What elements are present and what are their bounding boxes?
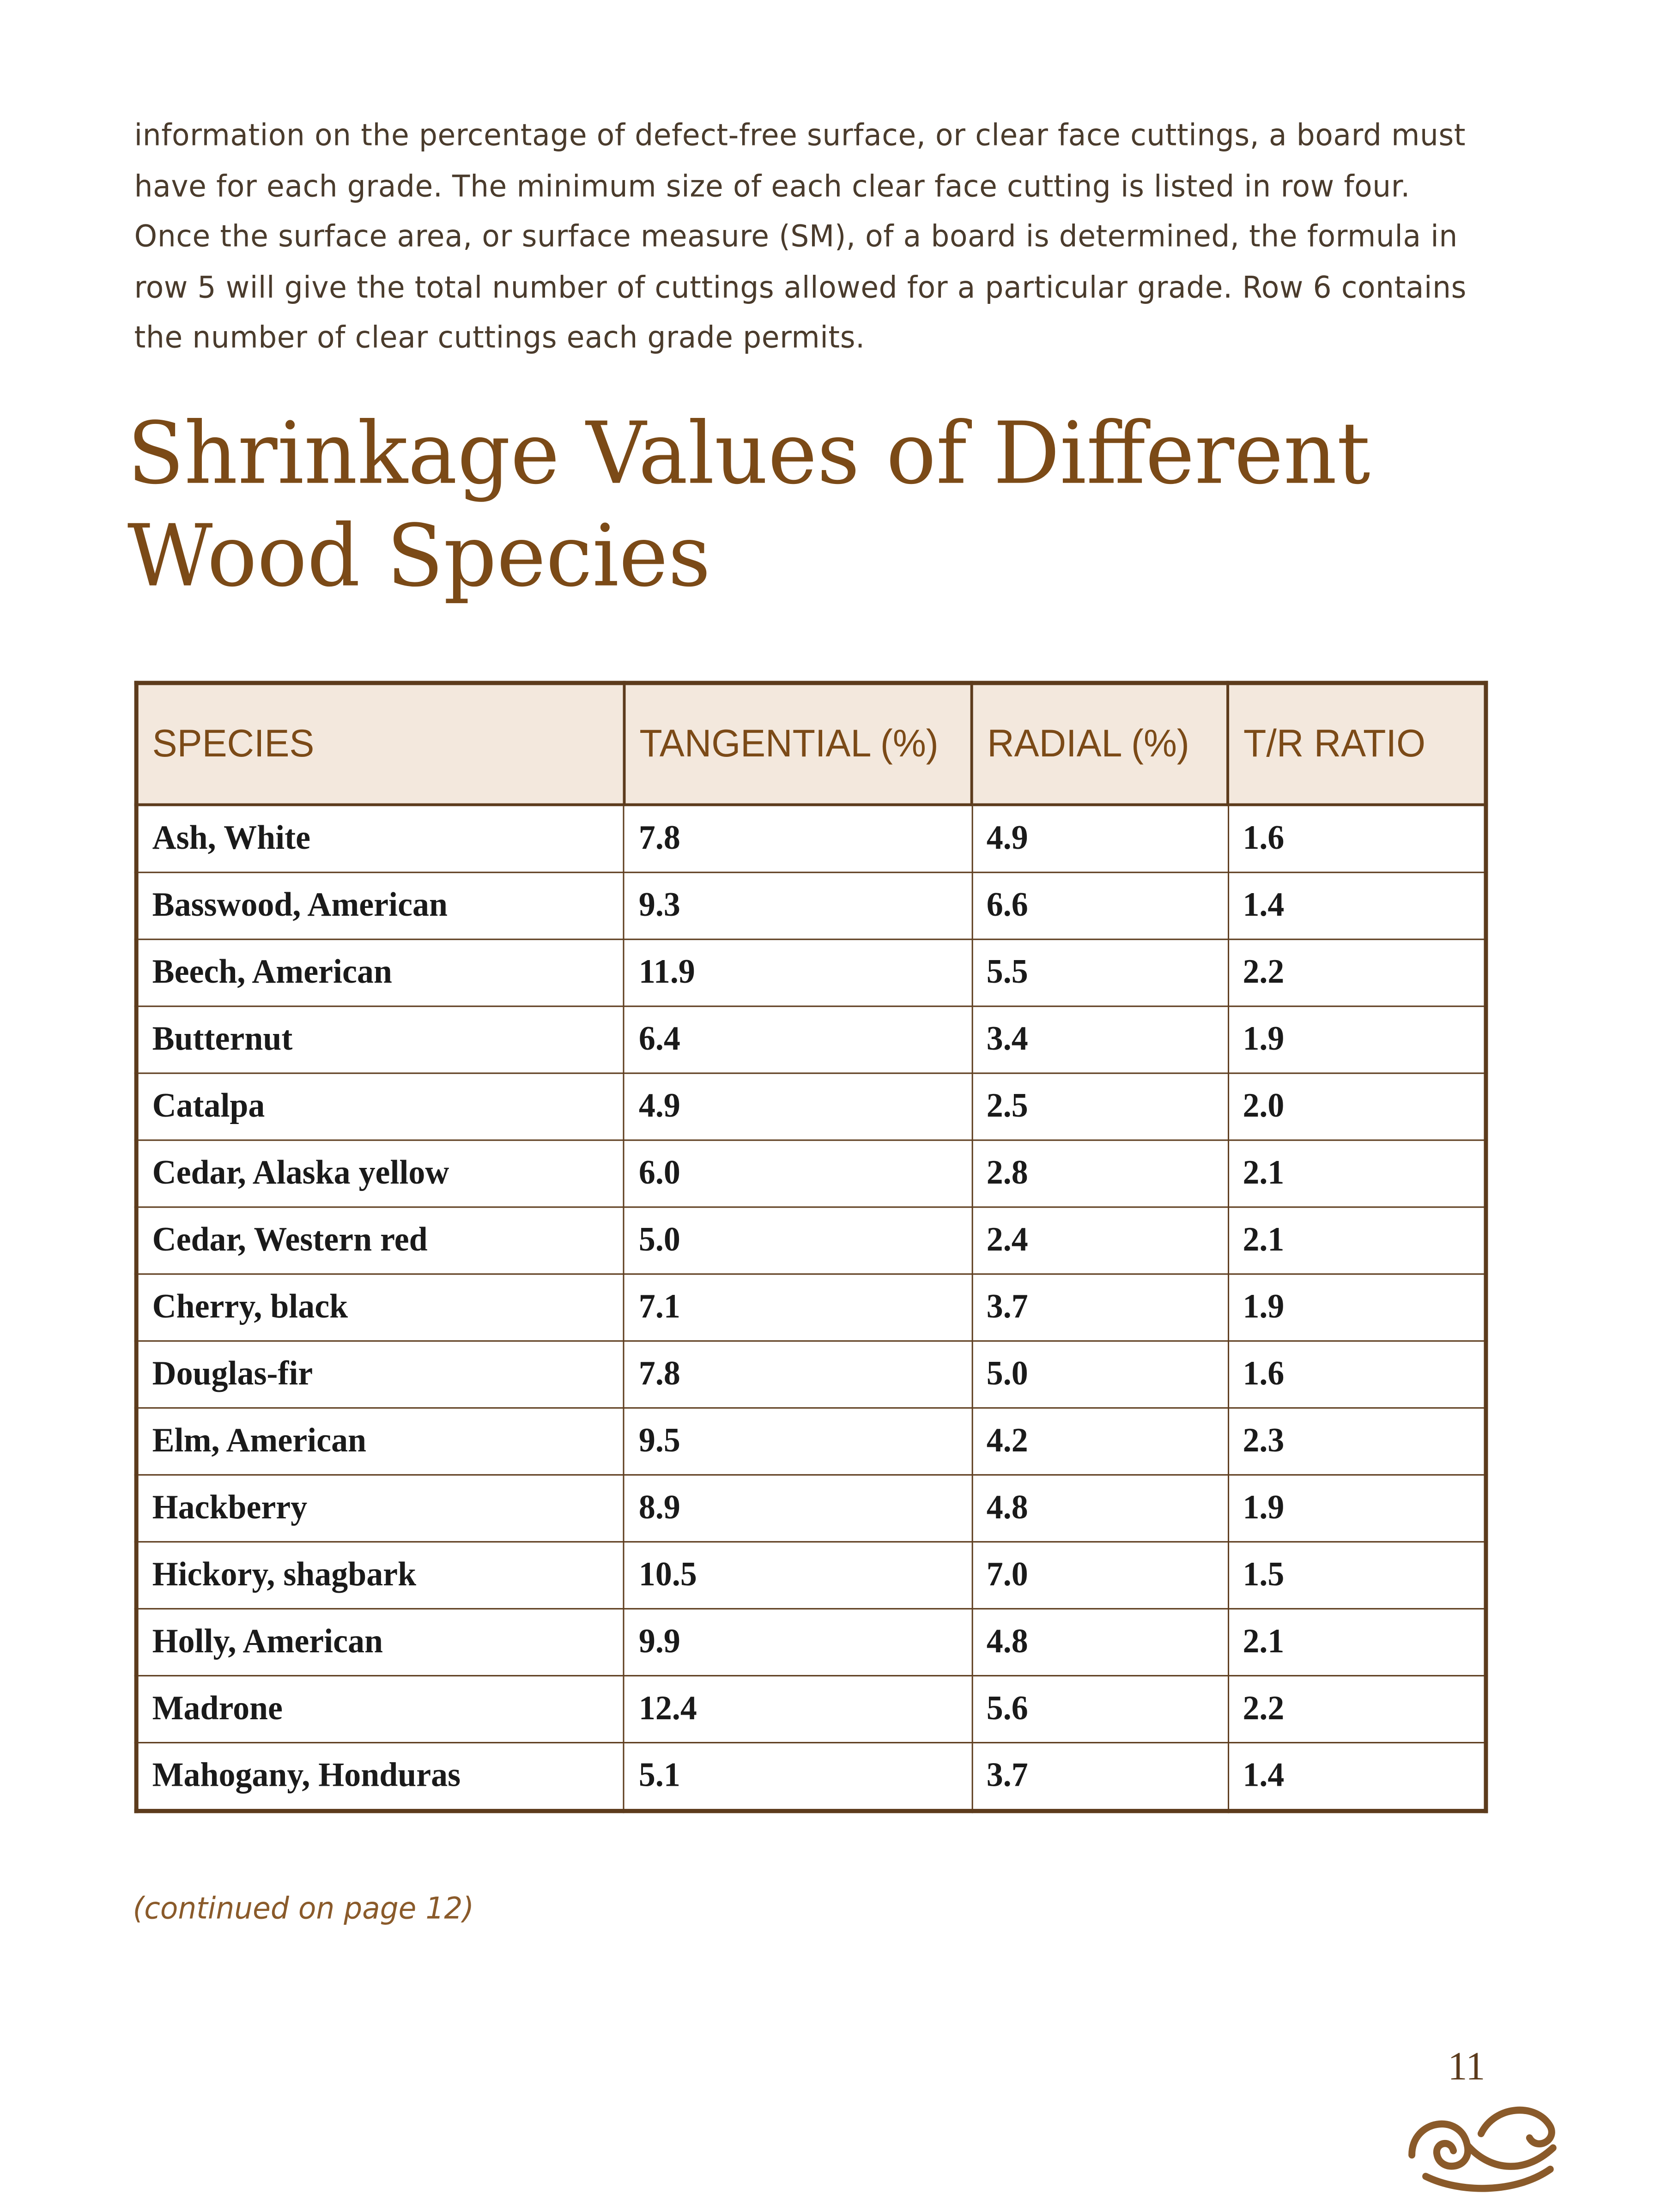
table-cell: 5.0 xyxy=(971,1340,1229,1409)
paragraph-line: row 5 will give the total number of cutt… xyxy=(134,270,1467,304)
table-cell: 2.0 xyxy=(1227,1072,1487,1141)
table-cell: 2.2 xyxy=(1227,1675,1487,1744)
table-cell: 6.6 xyxy=(971,871,1229,940)
table-cell: Beech, American xyxy=(135,938,625,1007)
table-cell: 5.5 xyxy=(971,938,1229,1007)
table-cell: 1.4 xyxy=(1227,871,1487,940)
table-cell: 3.7 xyxy=(971,1742,1229,1812)
table-cell: 2.8 xyxy=(971,1139,1229,1208)
table-row: Cedar, Western red 5.0 2.4 2.1 xyxy=(135,1206,1487,1275)
table-cell: 11.9 xyxy=(623,938,973,1007)
table-cell: Cedar, Alaska yellow xyxy=(135,1139,625,1208)
shrinkage-table: SPECIES TANGENTIAL (%) RADIAL (%) T/R RATIO… xyxy=(134,681,1488,1813)
ornament xyxy=(1408,2106,1557,2192)
table-row: Holly, American 9.9 4.8 2.1 xyxy=(135,1608,1487,1677)
table-cell: 7.8 xyxy=(623,804,973,873)
table-row: Elm, American 9.5 4.2 2.3 xyxy=(135,1407,1487,1476)
table-row: Basswood, American 9.3 6.6 1.4 xyxy=(135,871,1487,940)
table-row: Cedar, Alaska yellow 6.0 2.8 2.1 xyxy=(135,1139,1487,1208)
table-cell: 5.0 xyxy=(623,1206,973,1275)
continued-note: (continued on page 12) xyxy=(133,1891,474,1926)
table-cell: Butternut xyxy=(135,1005,625,1074)
table-cell: 9.3 xyxy=(623,871,973,940)
table-row: Catalpa 4.9 2.5 2.0 xyxy=(135,1072,1487,1141)
header-cell: T/R RATIO xyxy=(1227,681,1487,806)
table-cell: Holly, American xyxy=(135,1608,625,1677)
table-cell: 7.8 xyxy=(623,1340,973,1409)
table-cell: 2.3 xyxy=(1227,1407,1487,1476)
table-cell: 4.8 xyxy=(971,1608,1229,1677)
table-cell: Mahogany, Honduras xyxy=(135,1742,625,1812)
page-number: 11 xyxy=(1448,2045,1485,2090)
title-line: Wood Species xyxy=(127,507,711,607)
table-cell: 7.1 xyxy=(623,1273,973,1342)
table-cell: 2.2 xyxy=(1227,938,1487,1007)
table-row: Butternut 6.4 3.4 1.9 xyxy=(135,1005,1487,1074)
table-cell: Hackberry xyxy=(135,1474,625,1543)
table-row: Beech, American 11.9 5.5 2.2 xyxy=(135,938,1487,1007)
paragraph-line: have for each grade. The minimum size of… xyxy=(134,169,1411,203)
table-row: Mahogany, Honduras 5.1 3.7 1.4 xyxy=(135,1742,1487,1812)
table-cell: Madrone xyxy=(135,1675,625,1744)
table-cell: Basswood, American xyxy=(135,871,625,940)
title-line: Shrinkage Values of Different xyxy=(127,404,1370,504)
table-row: Hackberry 8.9 4.8 1.9 xyxy=(135,1474,1487,1543)
table-cell: 2.5 xyxy=(971,1072,1229,1141)
table-cell: Hickory, shagbark xyxy=(135,1541,625,1610)
section-title: Shrinkage Values of Different Wood Specie… xyxy=(127,403,1370,608)
table-row: Cherry, black 7.1 3.7 1.9 xyxy=(135,1273,1487,1342)
table-cell: Elm, American xyxy=(135,1407,625,1476)
table-cell: 1.9 xyxy=(1227,1474,1487,1543)
header-cell: SPECIES xyxy=(135,681,626,806)
table-cell: 6.4 xyxy=(623,1005,973,1074)
table-cell: 4.8 xyxy=(971,1474,1229,1543)
table-row: Madrone 12.4 5.6 2.2 xyxy=(135,1675,1487,1744)
table-cell: 3.4 xyxy=(971,1005,1229,1074)
table-row: Douglas-fir 7.8 5.0 1.6 xyxy=(135,1340,1487,1409)
table-cell: Cedar, Western red xyxy=(135,1206,625,1275)
table-cell: Ash, White xyxy=(135,804,625,873)
table-cell: 9.9 xyxy=(623,1608,973,1677)
table-cell: 3.7 xyxy=(971,1273,1229,1342)
table-cell: 1.9 xyxy=(1227,1273,1487,1342)
table-cell: 7.0 xyxy=(971,1541,1229,1610)
paragraph-line: Once the surface area, or surface measur… xyxy=(134,219,1458,254)
table-cell: 2.1 xyxy=(1227,1206,1487,1275)
table-cell: 8.9 xyxy=(623,1474,973,1543)
table-row: Hickory, shagbark 10.5 7.0 1.5 xyxy=(135,1541,1487,1610)
table-cell: 12.4 xyxy=(623,1675,973,1744)
paragraph-line: the number of clear cuttings each grade … xyxy=(134,320,865,355)
table-cell: 1.6 xyxy=(1227,1340,1487,1409)
table-cell: 10.5 xyxy=(623,1541,973,1610)
table-cell: 4.9 xyxy=(623,1072,973,1141)
table-cell: 2.1 xyxy=(1227,1139,1487,1208)
table-cell: 9.5 xyxy=(623,1407,973,1476)
table-cell: 1.6 xyxy=(1227,804,1487,873)
table-cell: 4.9 xyxy=(971,804,1229,873)
table-cell: 5.1 xyxy=(623,1742,973,1812)
paragraph-line: information on the percentage of defect-… xyxy=(134,118,1466,153)
header-cell: RADIAL (%) xyxy=(970,681,1230,806)
table-cell: Douglas-fir xyxy=(135,1340,625,1409)
header-row: SPECIES TANGENTIAL (%) RADIAL (%) T/R RATIO xyxy=(135,681,1487,806)
table-cell: 2.1 xyxy=(1227,1608,1487,1677)
table-cell: 1.5 xyxy=(1227,1541,1487,1610)
table-cell: 5.6 xyxy=(971,1675,1229,1744)
table-cell: 4.2 xyxy=(971,1407,1229,1476)
header-cell: TANGENTIAL (%) xyxy=(623,681,974,806)
table-cell: 1.4 xyxy=(1227,1742,1487,1812)
table-cell: 6.0 xyxy=(623,1139,973,1208)
paragraph: information on the percentage of defect-… xyxy=(134,111,1467,364)
table-cell: 1.9 xyxy=(1227,1005,1487,1074)
table-cell: Catalpa xyxy=(135,1072,625,1141)
table-body: Ash, White 7.8 4.9 1.6 Basswood, American 9.3… xyxy=(135,804,1487,1812)
table-cell: Cherry, black xyxy=(135,1273,625,1342)
table-row: Ash, White 7.8 4.9 1.6 xyxy=(135,804,1487,873)
table-cell: 2.4 xyxy=(971,1206,1229,1275)
